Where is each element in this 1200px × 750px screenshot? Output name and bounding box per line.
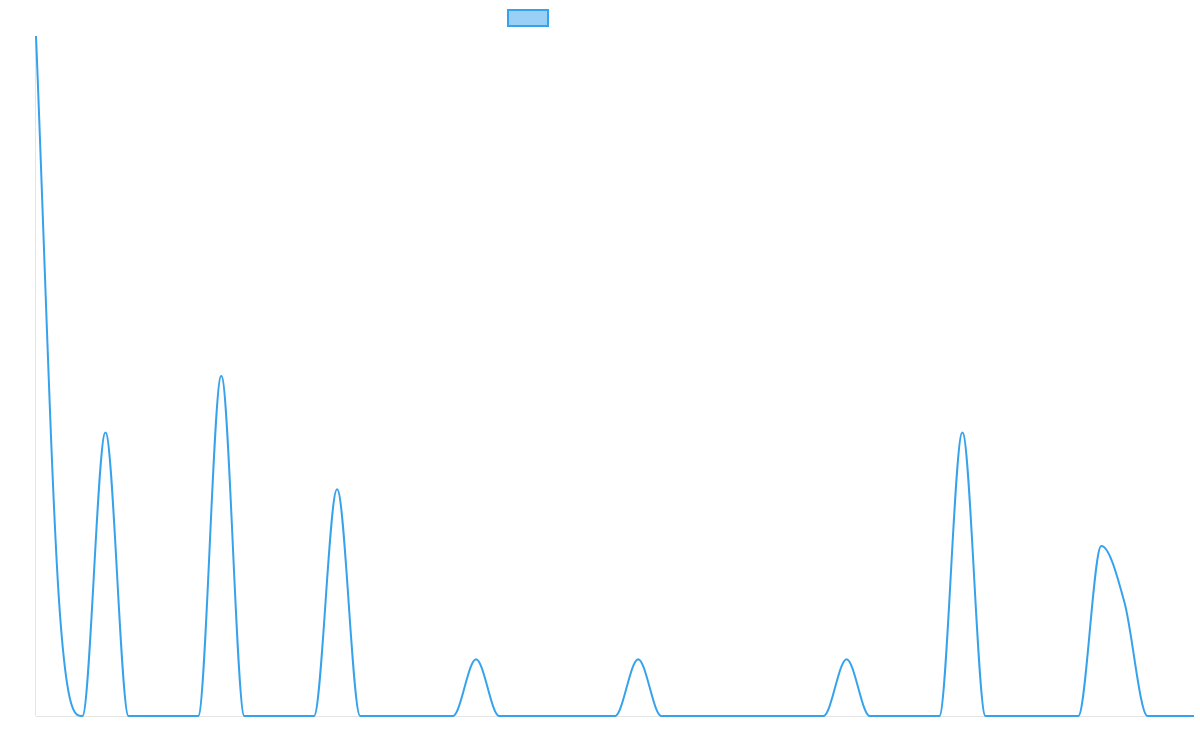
data-point[interactable] xyxy=(612,713,618,719)
data-point[interactable] xyxy=(1145,713,1151,719)
data-point[interactable] xyxy=(1098,543,1104,549)
data-point[interactable] xyxy=(218,373,224,379)
data-point[interactable] xyxy=(543,713,549,719)
data-point[interactable] xyxy=(844,656,850,662)
legend-swatch[interactable] xyxy=(507,9,549,27)
data-point[interactable] xyxy=(241,713,247,719)
data-point[interactable] xyxy=(774,713,780,719)
data-point[interactable] xyxy=(728,713,734,719)
data-point[interactable] xyxy=(820,713,826,719)
data-point[interactable] xyxy=(33,33,39,39)
data-point[interactable] xyxy=(751,713,757,719)
data-point[interactable] xyxy=(519,713,525,719)
data-point[interactable] xyxy=(450,713,456,719)
data-point[interactable] xyxy=(983,713,989,719)
series-line xyxy=(35,35,1194,717)
data-point[interactable] xyxy=(1191,713,1197,719)
data-point[interactable] xyxy=(427,713,433,719)
data-point[interactable] xyxy=(357,713,363,719)
data-point[interactable] xyxy=(334,486,340,492)
data-point[interactable] xyxy=(959,430,965,436)
data-point[interactable] xyxy=(1052,713,1058,719)
data-point[interactable] xyxy=(1122,600,1128,606)
data-point[interactable] xyxy=(1006,713,1012,719)
data-point[interactable] xyxy=(311,713,317,719)
data-point[interactable] xyxy=(404,713,410,719)
legend xyxy=(507,9,549,27)
data-point[interactable] xyxy=(380,713,386,719)
data-point[interactable] xyxy=(473,656,479,662)
data-point[interactable] xyxy=(1168,713,1174,719)
data-point[interactable] xyxy=(496,713,502,719)
points-layer xyxy=(33,33,1197,719)
data-point[interactable] xyxy=(149,713,155,719)
data-point[interactable] xyxy=(102,430,108,436)
data-point[interactable] xyxy=(658,713,664,719)
axes xyxy=(35,36,1194,717)
data-point[interactable] xyxy=(705,713,711,719)
data-point[interactable] xyxy=(1075,713,1081,719)
data-point[interactable] xyxy=(681,713,687,719)
data-point[interactable] xyxy=(79,713,85,719)
data-point[interactable] xyxy=(566,713,572,719)
data-point[interactable] xyxy=(126,713,132,719)
data-point[interactable] xyxy=(635,656,641,662)
data-point[interactable] xyxy=(56,600,62,606)
data-point[interactable] xyxy=(265,713,271,719)
data-point[interactable] xyxy=(890,713,896,719)
data-point[interactable] xyxy=(172,713,178,719)
data-point[interactable] xyxy=(1029,713,1035,719)
data-point[interactable] xyxy=(195,713,201,719)
data-point[interactable] xyxy=(867,713,873,719)
data-point[interactable] xyxy=(797,713,803,719)
series-layer xyxy=(35,35,1194,717)
data-point[interactable] xyxy=(913,713,919,719)
data-point[interactable] xyxy=(589,713,595,719)
data-point[interactable] xyxy=(936,713,942,719)
data-point[interactable] xyxy=(288,713,294,719)
